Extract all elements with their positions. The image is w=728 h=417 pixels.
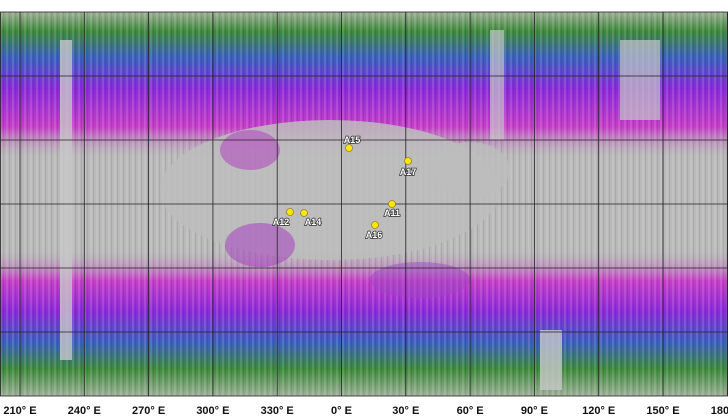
landing-site [300, 209, 308, 217]
landing-site [388, 200, 396, 208]
landing-site [345, 144, 353, 152]
longitude-label: 300° E [196, 405, 229, 417]
longitude-label: 210° E [3, 405, 36, 417]
site-label: A14 [305, 217, 322, 227]
graticule [0, 11, 728, 397]
site-label: A12 [273, 217, 290, 227]
longitude-label: 180° E [711, 405, 728, 417]
landing-site [371, 221, 379, 229]
longitude-label: 150° E [646, 405, 679, 417]
longitude-label: 330° E [261, 405, 294, 417]
landing-site [286, 208, 294, 216]
site-label: A15 [344, 135, 361, 145]
longitude-label: 30° E [392, 405, 419, 417]
longitude-label: 90° E [521, 405, 548, 417]
longitude-label: 270° E [132, 405, 165, 417]
longitude-label: 240° E [68, 405, 101, 417]
site-label: A17 [400, 167, 417, 177]
longitude-label: 0° E [331, 405, 352, 417]
longitude-label: 60° E [457, 405, 484, 417]
site-label: A16 [366, 230, 383, 240]
landing-site [404, 157, 412, 165]
site-label: A11 [384, 208, 400, 218]
longitude-label: 120° E [582, 405, 615, 417]
